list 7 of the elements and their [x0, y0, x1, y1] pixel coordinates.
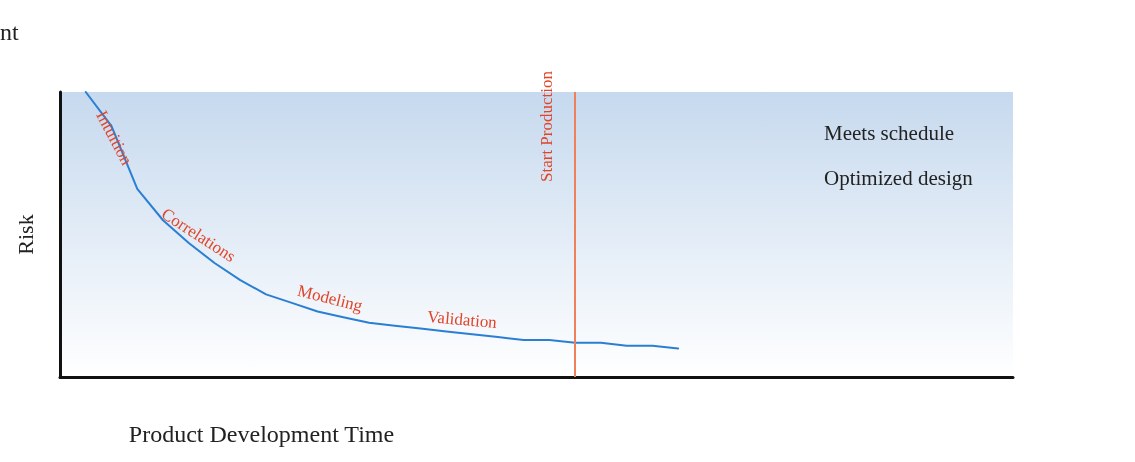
text: nt [0, 19, 19, 45]
annotation: Meets schedule [824, 120, 955, 145]
annotation: Validation [426, 307, 499, 333]
annotation: Optimized design [824, 165, 974, 190]
x-axis-title: Product Development Time [128, 421, 395, 447]
annotation: Start Production [537, 70, 556, 182]
y-axis-title: Risk [12, 214, 38, 255]
